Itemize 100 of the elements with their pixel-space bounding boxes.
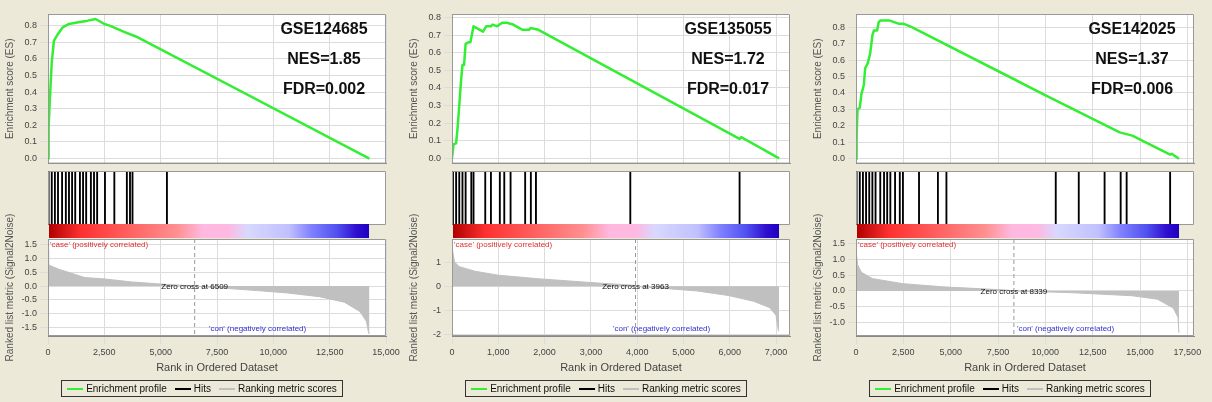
y-tick-label: 1.5 (24, 239, 37, 250)
y-tick-label: 1.0 (832, 253, 845, 264)
y-axis-title: Enrichment score (ES) (407, 38, 419, 140)
annotation: FDR=0.017 (686, 80, 770, 98)
y-axis-title: Ranked list metric (Signal2Noise) (811, 213, 823, 362)
y-tick-label: 1 (435, 256, 441, 267)
x-tick-label: 1,000 (487, 346, 510, 357)
y-tick-label: 0.5 (428, 64, 441, 75)
x-tick-label: 7,000 (764, 346, 788, 357)
x-tick-label: 3,000 (579, 346, 603, 357)
annotation: NES=1.37 (1095, 50, 1169, 68)
ref-line-label: Zero cross at 6509 (161, 282, 229, 292)
x-tick-label: 2,500 (93, 346, 116, 357)
y-tick-label: 0.6 (428, 47, 441, 58)
annotation: NES=1.72 (691, 50, 765, 68)
y-tick-label: 0.7 (428, 29, 441, 40)
legend-label: Ranking metric scores (641, 383, 741, 394)
legend-label: Enrichment profile (86, 383, 167, 394)
annotation: 'con' (negatively correlated) (1016, 324, 1115, 334)
legend-label: Hits (1001, 383, 1019, 394)
x-tick-label: 10,000 (1031, 346, 1060, 357)
y-tick-label: 0 (435, 280, 441, 291)
y-tick-label: 0.2 (428, 117, 441, 128)
annotation: 'con' (negatively correlated) (612, 324, 711, 334)
x-tick-label: 0 (853, 346, 859, 357)
y-tick-label: 0.0 (832, 285, 845, 296)
y-axis-title: Enrichment score (ES) (3, 38, 15, 140)
y-tick-label: 0.3 (832, 103, 845, 114)
y-tick-label: -2 (432, 329, 441, 340)
annotation: FDR=0.006 (1090, 80, 1174, 98)
y-tick-label: 0.1 (24, 136, 37, 147)
y-tick-label: 0.0 (832, 153, 845, 164)
x-tick-label: 17,500 (1173, 346, 1202, 357)
y-tick-label: 0.4 (428, 82, 441, 93)
x-tick-label: 15,000 (1126, 346, 1154, 357)
annotation: 'case' (positively correlated) (50, 240, 149, 250)
x-tick-label: 2,000 (533, 346, 556, 357)
x-tick-label: 12,500 (1078, 346, 1107, 357)
x-axis-title: Rank in Ordered Dataset (560, 361, 682, 374)
y-tick-label: 0.6 (832, 54, 845, 65)
chart-title: GSE135055 (684, 20, 772, 38)
x-axis-title: Rank in Ordered Dataset (964, 361, 1086, 374)
y-tick-label: 0.7 (832, 38, 845, 49)
y-tick-label: 1.0 (24, 252, 37, 263)
y-tick-label: 0.4 (832, 87, 845, 98)
y-tick-label: 0.4 (24, 86, 37, 97)
y-tick-label: 0.2 (832, 120, 845, 131)
legend-label: Enrichment profile (894, 383, 975, 394)
y-tick-label: 0.5 (24, 266, 37, 277)
x-tick-label: 5,000 (149, 346, 172, 357)
y-tick-label: 1.5 (832, 237, 845, 248)
y-tick-label: 0.2 (24, 119, 37, 130)
y-tick-label: -1.0 (829, 317, 845, 328)
x-tick-label: 12,500 (315, 346, 344, 357)
ref-line-label: Zero cross at 8339 (980, 287, 1048, 297)
y-tick-label: 0.8 (24, 20, 37, 31)
x-tick-label: 6,000 (718, 346, 742, 357)
y-tick-label: 0.3 (428, 100, 441, 110)
chart-title: GSE142025 (1088, 20, 1176, 38)
x-tick-label: 7,500 (205, 346, 229, 357)
x-tick-label: 4,000 (625, 346, 649, 357)
x-tick-label: 5,000 (672, 346, 695, 357)
legend-label: Hits (597, 383, 615, 394)
y-tick-label: 0.1 (428, 135, 441, 146)
annotation: 'con' (negatively correlated) (208, 324, 307, 334)
y-tick-label: 0.8 (832, 21, 845, 32)
y-tick-label: -1.0 (21, 308, 37, 319)
y-tick-label: 0.8 (428, 12, 441, 22)
y-tick-label: -1.5 (21, 322, 37, 333)
annotation: NES=1.85 (287, 50, 361, 68)
legend-label: Hits (193, 383, 211, 394)
y-tick-label: 0.6 (24, 53, 37, 64)
x-tick-label: 2,500 (892, 346, 915, 357)
x-tick-label: 0 (449, 346, 455, 357)
y-tick-label: 0.0 (24, 153, 37, 164)
y-axis-title: Ranked list metric (Signal2Noise) (3, 213, 15, 362)
x-tick-label: 7,500 (986, 346, 1010, 357)
y-tick-label: 0.5 (832, 70, 845, 81)
y-tick-label: 0.1 (832, 136, 845, 147)
x-tick-label: 10,000 (259, 346, 288, 357)
y-axis-title: Ranked list metric (Signal2Noise) (407, 213, 419, 362)
legend-label: Enrichment profile (490, 383, 571, 394)
legend-label: Ranking metric scores (237, 383, 337, 394)
y-tick-label: 0.7 (24, 36, 37, 47)
legend-label: Ranking metric scores (1045, 383, 1145, 394)
y-tick-label: 0.0 (24, 280, 37, 291)
chart-title: GSE124685 (280, 20, 368, 38)
x-tick-label: 0 (45, 346, 51, 357)
annotation: 'case' (positively correlated) (454, 240, 553, 250)
annotation: 'case' (positively correlated) (858, 240, 957, 250)
y-tick-label: 0.3 (24, 103, 37, 114)
x-tick-label: 15,000 (372, 346, 400, 357)
annotation: FDR=0.002 (282, 80, 366, 98)
y-axis-title: Enrichment score (ES) (811, 38, 823, 140)
y-tick-label: 0.5 (24, 69, 37, 80)
y-tick-label: -0.5 (21, 294, 37, 305)
y-tick-label: 0.5 (832, 269, 845, 280)
x-axis-title: Rank in Ordered Dataset (156, 361, 278, 374)
ref-line-label: Zero cross at 3963 (602, 282, 670, 292)
y-tick-label: 0.0 (428, 152, 441, 163)
